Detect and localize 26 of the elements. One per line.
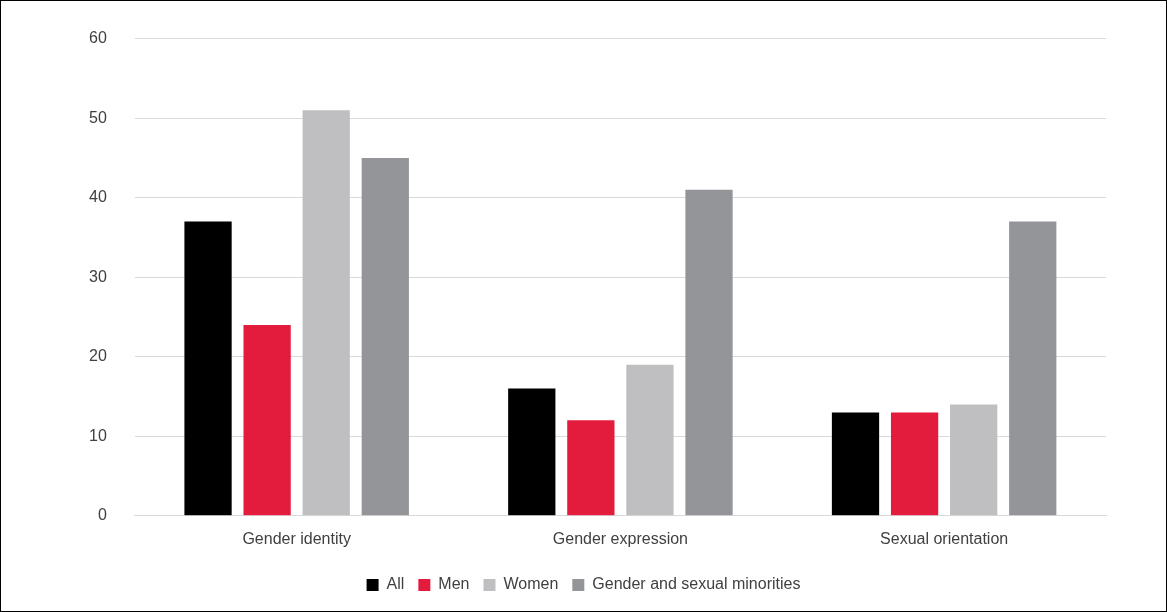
y-tick-label: 40	[89, 188, 107, 206]
y-tick-label: 10	[89, 426, 107, 444]
bar	[626, 364, 674, 516]
legend-label: All	[386, 575, 405, 593]
y-tick-label: 30	[89, 267, 107, 285]
legend-label: Women	[503, 575, 559, 593]
bar	[950, 404, 998, 516]
bar	[567, 420, 615, 516]
y-tick-label: 20	[89, 347, 107, 365]
bar	[685, 189, 733, 516]
y-tick-label: 60	[89, 29, 107, 47]
x-tick-label: Gender identity	[242, 529, 351, 547]
bar	[184, 221, 232, 516]
y-tick-label: 50	[89, 108, 107, 126]
y-tick-label: 0	[97, 506, 107, 524]
bar	[1009, 221, 1057, 516]
legend-label: Men	[438, 575, 470, 593]
legend-label: Gender and sexual minorities	[592, 575, 801, 593]
x-tick-label: Gender expression	[552, 529, 688, 547]
x-tick-label: Sexual orientation	[880, 529, 1009, 547]
bar	[302, 110, 350, 516]
bar	[361, 157, 409, 516]
bar	[243, 324, 291, 516]
bar	[508, 388, 556, 516]
bar	[831, 412, 880, 516]
bar	[890, 412, 939, 516]
